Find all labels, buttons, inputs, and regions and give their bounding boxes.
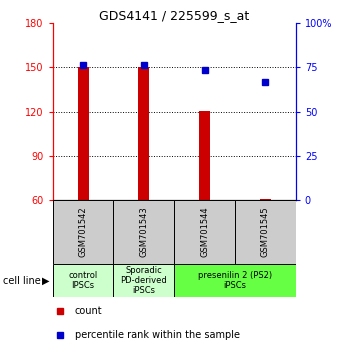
Bar [174,200,235,264]
Bar [199,111,210,200]
Text: count: count [74,306,102,316]
Bar [235,200,296,264]
Text: cell line: cell line [3,275,41,286]
Text: control
IPSCs: control IPSCs [68,271,98,290]
Bar [53,264,114,297]
Bar [53,200,114,264]
Text: ▶: ▶ [42,275,50,286]
Bar [260,199,271,200]
Bar [78,67,88,200]
Text: GSM701542: GSM701542 [79,206,88,257]
Text: GSM701545: GSM701545 [261,206,270,257]
Text: GSM701543: GSM701543 [139,206,148,257]
Text: percentile rank within the sample: percentile rank within the sample [74,330,240,339]
Bar [114,264,174,297]
Text: GSM701544: GSM701544 [200,206,209,257]
Bar [138,67,149,200]
Text: Sporadic
PD-derived
iPSCs: Sporadic PD-derived iPSCs [120,266,167,296]
Text: presenilin 2 (PS2)
iPSCs: presenilin 2 (PS2) iPSCs [198,271,272,290]
Title: GDS4141 / 225599_s_at: GDS4141 / 225599_s_at [99,9,249,22]
Bar [114,200,174,264]
Bar [174,264,296,297]
